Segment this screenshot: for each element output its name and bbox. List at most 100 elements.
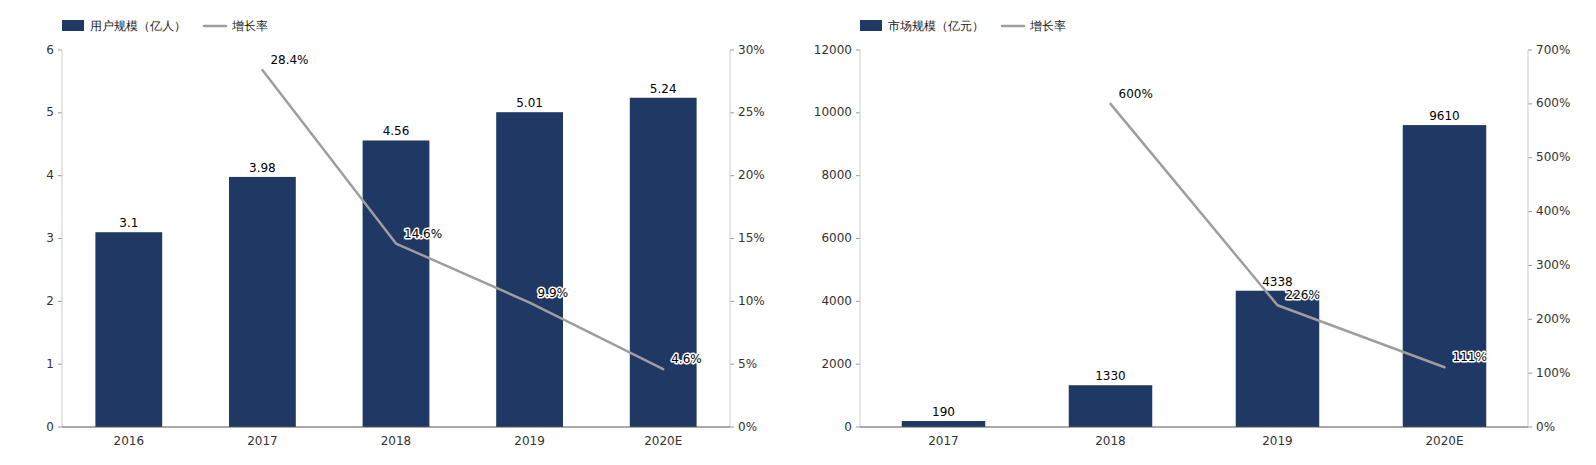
- y2-tick: [1528, 373, 1532, 374]
- y-tick: [58, 112, 62, 113]
- y-tick: [58, 238, 62, 239]
- y2-axis-line: [730, 50, 731, 427]
- legend: 用户规模（亿人）增长率: [62, 19, 268, 33]
- y-tick-label: 5: [46, 105, 54, 119]
- y-tick: [856, 175, 860, 176]
- data-label: 1330: [1095, 369, 1126, 383]
- y-tick: [856, 112, 860, 113]
- data-label: 190: [932, 405, 955, 419]
- line: [1111, 104, 1445, 367]
- data-label: 5.01: [516, 96, 543, 110]
- y-tick: [856, 50, 860, 51]
- x-tick-label: 2016: [114, 434, 145, 448]
- y2-tick-label: 400%: [1536, 204, 1570, 218]
- y2-tick: [1528, 427, 1532, 428]
- bar: [902, 421, 986, 427]
- data-label: 226%: [1286, 288, 1320, 302]
- y2-tick-label: 300%: [1536, 258, 1570, 272]
- data-label: 4.6%: [671, 352, 702, 366]
- y-tick: [856, 238, 860, 239]
- y-tick-label: 6: [46, 43, 54, 57]
- chart-panel: 0200040006000800010000120000%100%200%300…: [814, 19, 1571, 449]
- y2-axis-line: [1528, 50, 1529, 427]
- y2-tick: [1528, 103, 1532, 104]
- y-tick-label: 4: [46, 168, 54, 182]
- line: [262, 70, 663, 369]
- y2-tick: [730, 112, 734, 113]
- y2-tick: [730, 175, 734, 176]
- bar: [630, 98, 697, 427]
- y2-tick: [1528, 319, 1532, 320]
- y2-tick-label: 0%: [738, 420, 757, 434]
- data-labels: 3.13.984.565.015.2428.4%14.6%9.9%4.6%: [119, 53, 701, 366]
- data-label: 600%: [1119, 87, 1153, 101]
- y2-tick-label: 20%: [738, 168, 765, 182]
- legend: 市场规模（亿元）增长率: [860, 19, 1066, 33]
- bar: [1069, 385, 1153, 427]
- y-tick-label: 8000: [821, 168, 852, 182]
- y-tick-label: 0: [46, 420, 54, 434]
- y-tick: [856, 364, 860, 365]
- x-tick-label: 2017: [928, 434, 959, 448]
- x-axis-line: [62, 427, 730, 428]
- y-tick-label: 2: [46, 294, 54, 308]
- plot-marks: [902, 104, 1487, 427]
- bar: [95, 232, 162, 427]
- chart-panel: 01234560%5%10%15%20%25%30%3.13.984.565.0…: [46, 19, 764, 449]
- x-tick-label: 2017: [247, 434, 278, 448]
- y-tick-label: 6000: [821, 231, 852, 245]
- figure: 01234560%5%10%15%20%25%30%3.13.984.565.0…: [0, 0, 1596, 465]
- y2-tick-label: 100%: [1536, 366, 1570, 380]
- data-labels: 190133043389610600%226%111%: [932, 87, 1487, 419]
- y2-tick: [730, 301, 734, 302]
- x-tick-label: 2020E: [644, 434, 682, 448]
- x-tick-label: 2020E: [1425, 434, 1463, 448]
- y2-tick-label: 500%: [1536, 150, 1570, 164]
- y-tick: [58, 427, 62, 428]
- legend-swatch: [204, 25, 226, 28]
- data-label: 9.9%: [538, 286, 569, 300]
- y-tick-label: 2000: [821, 357, 852, 371]
- data-label: 28.4%: [270, 53, 308, 67]
- y-tick: [58, 301, 62, 302]
- y2-tick-label: 15%: [738, 231, 765, 245]
- y2-tick-label: 10%: [738, 294, 765, 308]
- y2-tick-label: 5%: [738, 357, 757, 371]
- plot-marks: [95, 70, 696, 427]
- y2-tick-label: 30%: [738, 43, 765, 57]
- y-axis-line: [62, 50, 63, 427]
- data-label: 9610: [1429, 109, 1460, 123]
- y-axis-line: [860, 50, 861, 427]
- y2-tick: [1528, 211, 1532, 212]
- legend-label: 市场规模（亿元）: [888, 19, 984, 33]
- bar: [1236, 291, 1320, 427]
- bar: [1403, 125, 1487, 427]
- y2-tick-label: 600%: [1536, 96, 1570, 110]
- y-tick-label: 4000: [821, 294, 852, 308]
- y2-tick-label: 200%: [1536, 312, 1570, 326]
- bar: [496, 112, 563, 427]
- bar: [229, 177, 296, 427]
- y2-tick-label: 25%: [738, 105, 765, 119]
- data-label: 5.24: [650, 82, 677, 96]
- data-label: 14.6%: [404, 227, 442, 241]
- legend-swatch: [1002, 25, 1024, 28]
- bar: [363, 140, 430, 427]
- y-tick: [58, 364, 62, 365]
- y-tick-label: 3: [46, 231, 54, 245]
- y-tick: [58, 50, 62, 51]
- data-label: 3.1: [119, 216, 138, 230]
- y-tick-label: 0: [844, 420, 852, 434]
- y-tick: [58, 175, 62, 176]
- legend-swatch: [62, 20, 84, 31]
- data-label: 3.98: [249, 161, 276, 175]
- legend-label: 用户规模（亿人）: [90, 19, 186, 33]
- y2-tick-label: 0%: [1536, 420, 1555, 434]
- y2-tick: [730, 50, 734, 51]
- legend-swatch: [860, 20, 882, 31]
- y2-tick: [730, 238, 734, 239]
- y-tick: [856, 301, 860, 302]
- data-label: 111%: [1453, 350, 1487, 364]
- y2-tick: [730, 364, 734, 365]
- x-tick-label: 2018: [381, 434, 412, 448]
